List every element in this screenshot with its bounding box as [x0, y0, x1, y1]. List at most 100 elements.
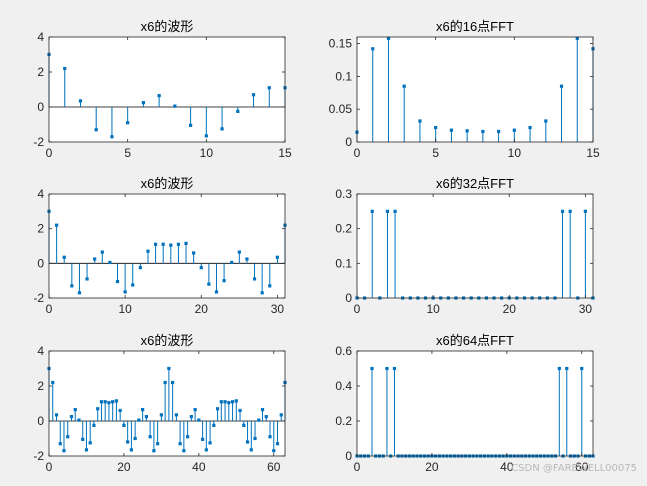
stem-marker	[212, 423, 216, 427]
stem-marker	[129, 448, 134, 452]
y-tick-label: 2	[37, 222, 44, 236]
stem-marker	[141, 101, 145, 105]
stem-marker	[236, 109, 240, 113]
subplot-title: x6的64点FFT	[436, 333, 514, 348]
stem-marker	[114, 399, 119, 403]
stem-marker	[386, 36, 391, 40]
stem-marker	[118, 408, 122, 413]
stem-marker	[84, 448, 89, 452]
stem-marker	[559, 84, 564, 88]
stem-marker	[223, 400, 227, 404]
y-tick-label: 4	[37, 344, 44, 358]
y-tick-label: 2	[37, 65, 44, 79]
x-tick-label: 15	[278, 146, 292, 160]
subplot-title: x6的波形	[141, 19, 194, 34]
stem-marker	[62, 255, 66, 259]
stem-marker	[214, 290, 219, 294]
subplot-title: x6的16点FFT	[436, 19, 514, 34]
y-tick-label: -2	[33, 449, 44, 463]
stem-marker	[272, 449, 276, 453]
stem-marker	[92, 423, 96, 427]
y-tick-label: 4	[37, 30, 44, 44]
y-tick-label: 0	[345, 449, 352, 463]
stem-marker	[173, 104, 177, 108]
stem-marker	[402, 84, 406, 88]
x-tick-label: 40	[192, 460, 206, 474]
stem-marker	[126, 440, 130, 444]
stem-marker	[189, 415, 193, 419]
stem-marker	[275, 255, 279, 259]
axes-background	[357, 194, 593, 298]
stem-marker	[85, 277, 89, 281]
subplot-title: x6的32点FFT	[436, 176, 514, 191]
y-tick-label: -2	[33, 291, 44, 305]
stem-marker	[186, 435, 190, 439]
y-tick-label: 0.1	[335, 256, 352, 270]
stem-marker	[51, 380, 55, 385]
x-tick-label: 0	[354, 460, 361, 474]
stem-marker	[148, 435, 152, 439]
x-tick-label: 0	[46, 146, 53, 160]
stem-marker	[62, 449, 66, 453]
stem-marker	[111, 400, 115, 404]
stem-marker	[131, 283, 135, 287]
axes-box	[48, 193, 286, 299]
axes-background	[49, 351, 285, 456]
axes-background	[49, 194, 285, 298]
stem-marker	[245, 440, 250, 444]
stem-marker	[192, 251, 196, 255]
stem-marker	[197, 418, 201, 422]
stem-marker	[237, 250, 241, 254]
stem-marker	[81, 437, 85, 441]
stem-marker	[234, 399, 238, 403]
stem-marker	[512, 128, 516, 132]
stem-marker	[189, 123, 193, 127]
stem-marker	[182, 449, 186, 453]
stem-marker	[141, 408, 145, 412]
stem-marker	[77, 418, 81, 422]
stem-marker	[144, 415, 148, 419]
axes-box	[48, 36, 286, 143]
stem-marker	[208, 441, 212, 445]
stem-marker	[200, 437, 205, 441]
stem-marker	[267, 86, 271, 90]
stem-marker	[161, 242, 165, 246]
stem-marker	[251, 93, 256, 97]
y-tick-label: 4	[37, 187, 44, 201]
stem-marker	[96, 407, 100, 411]
axes-background	[49, 37, 285, 142]
stem-marker	[93, 257, 97, 261]
subplot-2: 0 5 10 15 0 0.05 0.1 0.15 x6的16点FFT	[329, 19, 600, 160]
x-tick-label: 10	[118, 302, 132, 316]
stem-marker	[279, 413, 283, 417]
y-tick-label: 0	[37, 256, 44, 270]
stem-marker	[222, 279, 226, 283]
stem-marker	[260, 291, 264, 295]
subplot-6: 0 20 40 60 0 0.2 0.4 0.6 x6的64点FFT	[335, 333, 595, 474]
y-tick-label: 0.2	[335, 222, 352, 236]
x-tick-label: 30	[579, 302, 593, 316]
x-tick-label: 40	[500, 460, 514, 474]
stem-marker	[157, 94, 161, 98]
stem-marker	[371, 47, 375, 51]
x-tick-label: 20	[195, 302, 209, 316]
subplot-4: 0 10 20 30 0 0.1 0.2 0.3 x6的32点FFT	[335, 176, 595, 316]
x-tick-label: 20	[425, 460, 439, 474]
stem-marker	[544, 119, 548, 123]
stem-marker	[385, 366, 389, 371]
stem-marker	[55, 223, 59, 227]
stem-marker	[169, 243, 173, 247]
stem-marker	[99, 400, 104, 404]
stem-marker	[245, 257, 249, 261]
stem-marker	[174, 413, 178, 417]
stem-marker	[156, 442, 160, 446]
stem-marker	[560, 209, 565, 213]
stem-marker	[370, 366, 374, 371]
x-tick-label: 10	[200, 146, 214, 160]
stem-marker	[77, 291, 82, 295]
stem-marker	[385, 209, 390, 213]
stem-marker	[133, 436, 137, 441]
stem-marker	[110, 135, 114, 139]
